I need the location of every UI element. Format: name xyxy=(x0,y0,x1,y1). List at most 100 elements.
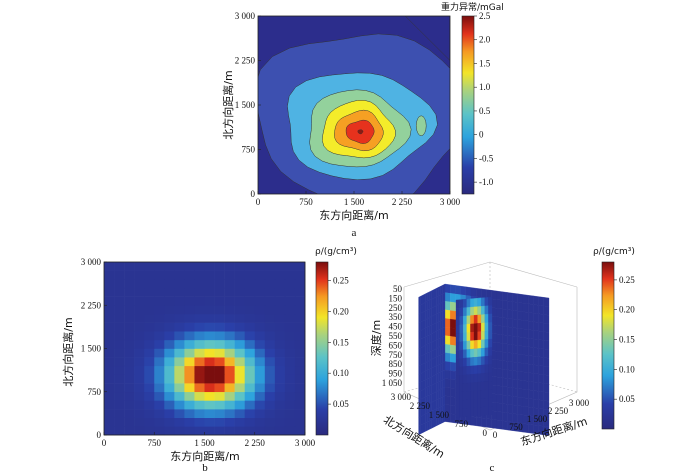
panel-c-slice-north-cell xyxy=(459,299,464,309)
panel-c-slice-north-back-cell xyxy=(420,294,424,305)
panel-b-cell xyxy=(104,305,115,315)
panel-c-slice-north-back-cell xyxy=(436,381,439,392)
panel-b-cell xyxy=(234,357,245,367)
panel-b-colorbar-tick-label: 0.15 xyxy=(333,337,349,347)
panel-c-slice-east-cell xyxy=(533,381,539,392)
panel-c-slice-north-back-cell xyxy=(438,363,441,374)
panel-b-cell xyxy=(284,374,296,384)
panel-b-cell xyxy=(134,262,145,271)
panel-b-x-tick-label: 3 000 xyxy=(295,438,316,448)
panel-c-slice-east-cell xyxy=(512,292,518,303)
panel-b-cell xyxy=(214,348,225,358)
panel-c-slice-north-cell xyxy=(466,332,471,342)
panel-c-slice-north-cell xyxy=(455,358,460,368)
panel-b-cell xyxy=(264,287,276,297)
panel-c-colorbar: 0.05 0.10 0.15 0.20 0.25 xyxy=(601,261,635,430)
panel-c-slice-north-cell xyxy=(459,408,464,418)
panel-b-cell xyxy=(164,426,175,436)
panel-c-slice-east-cell xyxy=(502,334,508,345)
panel-c-slice-north-cell xyxy=(470,348,475,358)
panel-c-slice-north-cell xyxy=(463,357,467,367)
panel-c-slice-north-back-cell xyxy=(427,343,430,354)
panel-c-slice-east-cell xyxy=(543,340,550,350)
panel-c-slice-north-cell xyxy=(466,399,471,409)
panel-b-cell xyxy=(194,391,205,401)
panel-b-cell xyxy=(264,357,276,367)
panel-c-slice-east-cell xyxy=(450,327,456,338)
panel-b-cell xyxy=(234,262,245,271)
panel-b-cell xyxy=(114,339,125,349)
panel-c-east-tick-label: 750 xyxy=(509,422,523,432)
panel-b-cell xyxy=(204,365,215,375)
panel-c-slice-east-cell xyxy=(507,386,513,397)
panel-b-cell xyxy=(174,331,185,341)
panel-c-slice-north-back-cell xyxy=(438,346,441,357)
panel-c-slice-north-cell xyxy=(466,374,471,384)
panel-c-slice-north-cell xyxy=(470,323,475,333)
panel-c-slice-north-cell xyxy=(463,315,467,325)
panel-c-slice-east-cell xyxy=(507,326,513,337)
panel-b-cell xyxy=(134,296,145,306)
panel-b-cell xyxy=(164,339,175,349)
panel-b-cell xyxy=(104,400,115,410)
panel-c-slice-north-back-cell xyxy=(431,340,435,352)
panel-c-slice-east-cell xyxy=(528,295,534,305)
panel-b-cell xyxy=(144,262,155,271)
panel-c-slice-north-back-cell xyxy=(427,386,430,397)
panel-b-cell xyxy=(294,339,306,349)
panel-c-slice-east-cell xyxy=(450,396,456,406)
panel-b-cell xyxy=(154,357,165,367)
panel-c-slice-east-cell xyxy=(543,348,550,359)
panel-c-slice-north-back-cell xyxy=(442,326,446,337)
panel-c-slice-north-back-cell xyxy=(433,313,437,325)
panel-b-cell xyxy=(224,296,235,306)
panel-c-slice-east-cell xyxy=(522,345,529,356)
panel-b-cell xyxy=(134,331,145,341)
panel-b-cell xyxy=(164,400,175,410)
panel-c-slice-north-back-cell xyxy=(418,295,421,307)
panel-c-slice-east-cell xyxy=(496,394,503,404)
panel-b-cell xyxy=(274,339,286,349)
panel-c-slice-north-cell xyxy=(463,324,467,334)
panel-b-cell xyxy=(134,348,145,358)
panel-c-slice-north-cell xyxy=(488,338,493,348)
panel-b-cell xyxy=(234,391,245,401)
panel-c-slice-north-back-cell xyxy=(433,391,437,402)
panel-b-cell xyxy=(244,409,256,418)
panel-c-slice-east-cell xyxy=(538,356,544,367)
panel-b-cell xyxy=(264,270,276,280)
panel-b-cell xyxy=(294,365,306,375)
panel-c-slice-east-cell xyxy=(522,354,529,365)
panel-a-x-label: 东方向距离/m xyxy=(319,208,388,222)
panel-a-colorbar-tick-label: -1.0 xyxy=(479,177,494,187)
panel-c-slice-east-cell xyxy=(450,353,456,363)
panel-b-cell xyxy=(104,339,115,349)
panel-c-slice-north-cell xyxy=(484,389,489,399)
panel-b-cell xyxy=(214,365,225,375)
panel-b-cell xyxy=(254,262,266,271)
panel-c-slice-north-cell xyxy=(473,356,478,366)
panel-c-slice-east-cell xyxy=(512,344,518,355)
panel-b-cell xyxy=(274,426,286,436)
panel-b-cell xyxy=(234,305,245,315)
panel-c-slice-north-cell xyxy=(484,372,489,382)
panel-c-slice-north-back-cell xyxy=(440,284,443,296)
panel-c-slice-east-cell xyxy=(465,286,472,297)
panel-c-slice-north-cell xyxy=(463,307,467,317)
panel-c-slice-east-cell xyxy=(496,351,503,361)
panel-b-cell xyxy=(264,383,276,393)
panel-b-cell xyxy=(194,287,205,297)
panel-b-cell xyxy=(164,296,175,306)
panel-c-slice-north-cell xyxy=(477,356,482,366)
panel-c-slice-north-cell xyxy=(455,391,460,401)
panel-b-cell xyxy=(204,417,215,427)
panel-b-cell xyxy=(134,383,145,393)
panel-b-cell xyxy=(214,322,225,332)
panel-c-colorbar-tick-label: 0.10 xyxy=(619,364,635,374)
panel-b-cell xyxy=(194,348,205,358)
panel-c-depth-tick-label: 150 xyxy=(389,293,403,303)
panel-b-cell xyxy=(244,305,256,315)
panel-b-cell xyxy=(174,262,185,271)
panel-a-colorbar-label: 重力异常/mGal xyxy=(441,1,504,13)
